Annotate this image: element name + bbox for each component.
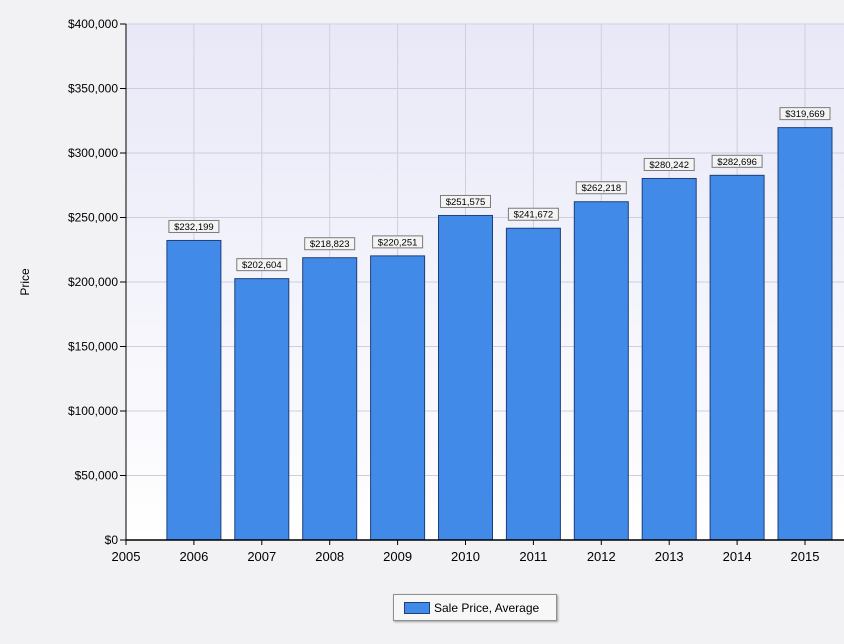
data-label: $319,669: [785, 109, 825, 120]
data-label-box: [440, 194, 491, 208]
data-label-box: [575, 181, 627, 195]
bar: [709, 174, 765, 541]
x-tick-label: 2009: [383, 549, 412, 564]
bar: [302, 257, 358, 541]
x-tick-label: 2013: [655, 549, 684, 564]
bar: [234, 278, 290, 541]
x-tick-label: 2006: [179, 549, 208, 564]
bar: [166, 239, 222, 541]
data-label: $262,218: [581, 183, 621, 194]
bar: [505, 227, 561, 541]
bar: [438, 214, 493, 541]
y-tick-label: $350,000: [68, 82, 118, 96]
data-label: $232,199: [174, 222, 214, 233]
legend-label: Sale Price, Average: [434, 600, 540, 615]
x-tick-label: 2015: [791, 549, 820, 564]
data-label: $251,575: [446, 197, 486, 208]
bar: [641, 177, 697, 541]
y-tick-label: $250,000: [68, 211, 118, 225]
data-label-box: [372, 235, 424, 249]
y-axis-label: Price: [18, 268, 32, 296]
y-tick-label: $100,000: [68, 404, 118, 418]
y-tick-label: $300,000: [68, 146, 118, 160]
bar: [573, 201, 629, 541]
data-label-box: [168, 219, 220, 233]
data-label-box: [507, 207, 559, 221]
y-tick-label: $200,000: [68, 275, 118, 289]
y-tick-label: $400,000: [68, 17, 118, 31]
data-label-box: [304, 237, 356, 251]
bar: [777, 127, 833, 541]
data-labels: $232,199 $202,604 $218,823 $220,251 $251,575…: [168, 107, 831, 272]
y-tick-label: $150,000: [68, 340, 118, 354]
x-tick-label: 2008: [315, 549, 344, 564]
x-tick-label: 2011: [519, 549, 547, 564]
data-label: $241,672: [514, 210, 554, 221]
x-tick-label: 2010: [451, 549, 480, 564]
x-tick-label: 2005: [112, 549, 141, 564]
data-label-box: [643, 157, 695, 171]
y-tick-label: $0: [105, 533, 119, 547]
bars: [166, 127, 833, 541]
data-label-box: [236, 258, 288, 272]
data-label: $218,823: [310, 239, 350, 250]
data-label: $220,251: [378, 237, 418, 248]
legend-swatch: [404, 601, 430, 614]
axes: $0 $50,000 $100,000 $150,000 $200,000 $250,00…: [68, 17, 844, 564]
legend: Sale Price, Average: [393, 594, 557, 621]
x-tick-label: 2007: [247, 549, 276, 564]
data-label-box: [779, 107, 831, 121]
y-tick-label: $50,000: [75, 469, 119, 483]
data-label: $282,696: [717, 157, 757, 168]
x-tick-label: 2012: [587, 549, 616, 564]
bar: [370, 255, 426, 541]
data-label: $280,242: [649, 160, 689, 171]
x-tick-label: 2014: [723, 549, 752, 564]
data-label-box: [711, 154, 763, 168]
data-label: $202,604: [242, 260, 282, 271]
